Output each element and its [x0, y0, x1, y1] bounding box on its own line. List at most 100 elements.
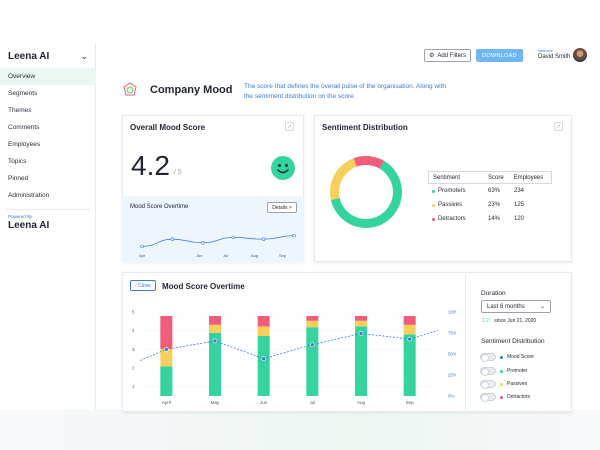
sentiment-title: Sentiment Distribution [322, 123, 408, 132]
sidebar-item-label: Themes [8, 107, 32, 114]
row-name: Passives [438, 202, 463, 208]
sidebar-item-overview[interactable]: Overview [0, 68, 96, 85]
bar-segment-detractors [160, 316, 173, 349]
add-filters-button[interactable]: ⚙ Add Filters [424, 49, 471, 62]
details-label: Details [272, 204, 288, 211]
sidebar-item-topics[interactable]: Topics [0, 153, 96, 170]
y-left-tick-label: 2 [132, 366, 135, 371]
mini-axis-label: Apr [139, 253, 146, 258]
passive-dot-icon [500, 382, 503, 386]
bar-segment-promoter [355, 326, 367, 396]
toggle-label: Mood Score [507, 354, 534, 360]
duration-value: Last 6 months [487, 303, 525, 310]
mini-mood-point [261, 237, 266, 241]
toggle-switch[interactable] [480, 367, 496, 376]
details-button[interactable]: Details > [267, 202, 297, 213]
sidebar-item-themes[interactable]: Themes [0, 102, 96, 119]
chevron-down-icon: ⌄ [539, 304, 545, 310]
x-tick-label: Jul [309, 400, 315, 405]
page-title: Company Mood [150, 84, 233, 96]
sidebar-divider [6, 209, 90, 210]
sidebar-item-label: Employees [8, 141, 41, 148]
toggle-promoter[interactable]: Promoter [480, 366, 528, 376]
toggle-switch[interactable] [480, 380, 496, 389]
bar-segment-passives [160, 348, 173, 367]
close-button[interactable]: ‹ Close [130, 280, 156, 291]
chevron-right-icon: > [288, 204, 292, 211]
row-score: 63% [488, 188, 501, 194]
sidebar-item-employees[interactable]: Employees [0, 136, 96, 153]
mini-axis-label: Jul [223, 253, 229, 258]
expand-icon[interactable]: ↗ [285, 122, 294, 131]
bar-segment-promoter [209, 332, 221, 396]
sidebar-item-administration[interactable]: Administration [0, 187, 96, 204]
mood-score-point [310, 342, 315, 347]
sidebar [0, 44, 96, 410]
mood-logo-icon [123, 82, 137, 96]
distribution-label: Sentiment Distribution [481, 338, 545, 345]
bar-segment-passives [403, 324, 416, 335]
y-left-tick-label: 4 [132, 328, 135, 333]
toggle-switch[interactable] [480, 353, 496, 362]
mini-mood-point [201, 241, 205, 245]
sentiment-table-header: Sentiment Score Employees [428, 171, 552, 184]
bar-segment-passives [257, 326, 270, 336]
row-score: 23% [488, 202, 501, 208]
sidebar-item-label: Overview [8, 73, 36, 80]
since-text: since Jun 21, 2020 [494, 318, 537, 324]
mood-dot-icon [500, 355, 503, 359]
y-right-tick-label: 25% [448, 373, 456, 378]
expand-icon[interactable]: ↗ [554, 122, 563, 131]
toggle-mood-score[interactable]: Mood Score [480, 352, 534, 362]
sidebar-item-label: Pinned [8, 175, 29, 182]
x-tick-label: Jun [260, 400, 268, 405]
bar-segment-detractors [403, 316, 416, 325]
row-employees: 234 [514, 188, 525, 194]
row-name: Detractors [438, 216, 466, 222]
x-tick-label: April [162, 400, 171, 405]
col-header-score: Score [488, 174, 504, 181]
brand-switcher[interactable]: Leena AI ⌄ [0, 44, 96, 68]
mini-mood-point [170, 237, 175, 241]
mood-score-max: / 5 [174, 169, 182, 176]
passive-dot-icon [432, 203, 435, 207]
bar-segment-promoter [403, 334, 416, 396]
sidebar-item-segments[interactable]: Segments [0, 85, 96, 102]
toggle-switch[interactable] [480, 393, 496, 402]
mood-score-point [261, 356, 266, 361]
bar-segment-detractors [306, 316, 319, 321]
chevron-left-icon: ‹ [135, 282, 137, 289]
download-button[interactable]: DOWNLOAD [476, 49, 523, 62]
toggle-label: Promoter [507, 368, 528, 374]
duration-select[interactable]: Last 6 months ⌄ [481, 300, 551, 313]
avatar[interactable] [573, 48, 587, 62]
toggle-passives[interactable]: Passives [480, 379, 527, 389]
y-right-tick-label: 75% [448, 331, 456, 336]
bar-segment-passives [306, 320, 319, 328]
detractor-dot-icon [432, 217, 435, 221]
toggle-detractors[interactable]: Detractors [480, 392, 530, 402]
bar-segment-detractors [355, 316, 367, 321]
user-name[interactable]: David Smith [538, 54, 571, 60]
mood-score-point [212, 338, 218, 344]
mood-overtime-chart-title: Mood Score Overtime [162, 282, 245, 291]
smiley-icon [271, 156, 295, 180]
brand-name: Leena AI [8, 50, 50, 62]
x-tick-label: May [211, 400, 220, 405]
toggle-label: Passives [507, 381, 528, 387]
y-left-tick-label: 1 [132, 384, 135, 389]
sentiment-card [314, 115, 572, 262]
chevron-down-icon: ⌄ [80, 50, 88, 61]
col-header-employees: Employees [513, 174, 544, 181]
bar-segment-passives [355, 320, 367, 327]
side-panel-divider [465, 274, 466, 410]
x-tick-label: Sep [406, 400, 415, 405]
mood-score-value: 4.2 [131, 150, 170, 181]
change-value: 1.2 [482, 318, 489, 324]
sidebar-item-comments[interactable]: Comments [0, 119, 96, 136]
mini-mood-line [141, 235, 295, 247]
x-tick-label: Aug [357, 400, 366, 405]
sidebar-item-pinned[interactable]: Pinned [0, 170, 96, 187]
mini-axis-label: Jun [196, 253, 203, 258]
